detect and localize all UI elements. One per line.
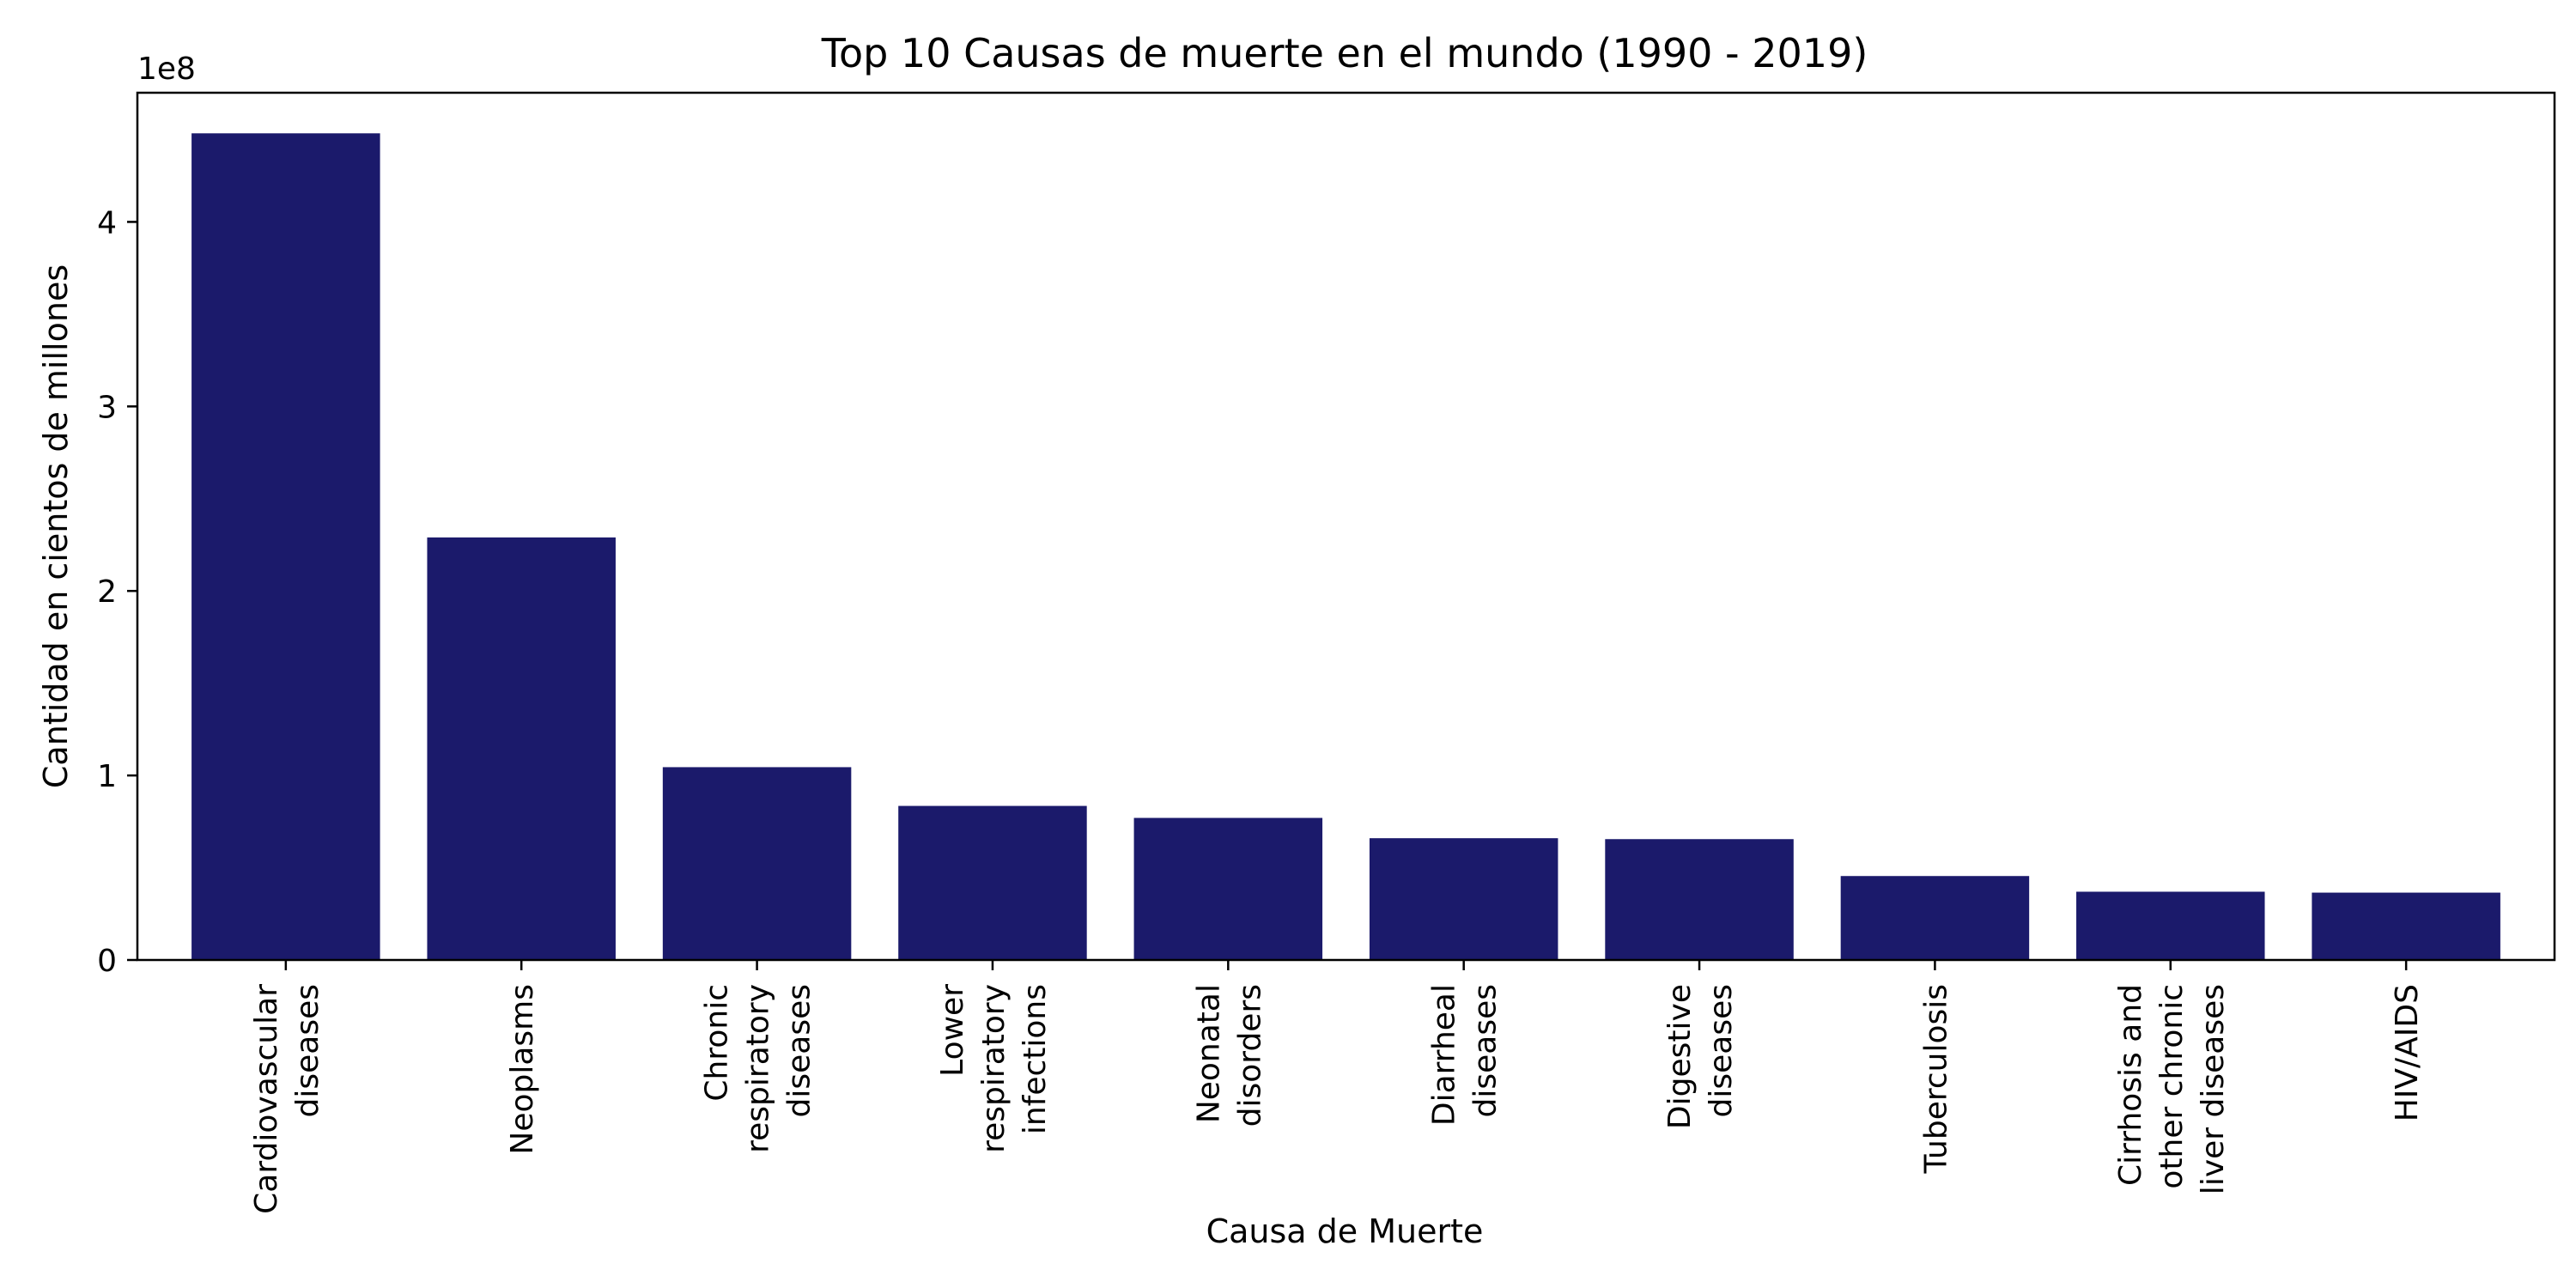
y-axis-ticks: 0 1 2 3 4 [97, 205, 137, 979]
x-tick-label: HIV/AIDS [2390, 984, 2425, 1121]
y-axis-offset-label: 1e8 [137, 52, 196, 87]
x-tick-label: Diarrheal diseases [1427, 984, 1504, 1126]
y-tick-label: 0 [97, 944, 117, 979]
y-tick-label: 2 [97, 574, 117, 610]
x-tick-label: Neonatal disorders [1191, 984, 1267, 1127]
x-axis-ticks: Cardiovascular diseases Neoplasms Chronic re… [249, 960, 2425, 1214]
x-tick-label: Digestive diseases [1662, 984, 1739, 1129]
bar-2 [427, 537, 616, 960]
x-tick-label: Lower respiratory infections [935, 984, 1053, 1153]
bar-5 [1133, 817, 1323, 960]
bar-4 [898, 805, 1087, 960]
bar-series [191, 133, 2500, 960]
y-tick-label: 3 [97, 390, 117, 425]
plot-area-frame [136, 91, 2556, 962]
x-tick-label: Chronic respiratory diseases [700, 984, 817, 1153]
y-tick-label: 1 [97, 759, 117, 794]
x-axis-label: Causa de Muerte [1206, 1212, 1484, 1250]
x-tick-label: Neoplasms [505, 984, 540, 1155]
bar-10 [2312, 892, 2500, 960]
y-tick-label: 4 [97, 205, 117, 240]
bar-9 [2076, 891, 2265, 960]
bar-1 [191, 133, 380, 960]
chart-title: Top 10 Causas de muerte en el mundo (199… [821, 30, 1868, 76]
x-tick-label: Cardiovascular diseases [249, 984, 325, 1214]
bar-3 [662, 767, 852, 960]
bar-6 [1369, 838, 1558, 960]
x-tick-label: Cirrhosis and other chronic liver diseases [2113, 984, 2231, 1194]
bar-7 [1605, 839, 1794, 960]
x-tick-label: Tuberculosis [1918, 984, 1953, 1175]
bar-8 [1840, 876, 2030, 960]
y-axis-label: Cantidad en cientos de millones [37, 264, 75, 788]
